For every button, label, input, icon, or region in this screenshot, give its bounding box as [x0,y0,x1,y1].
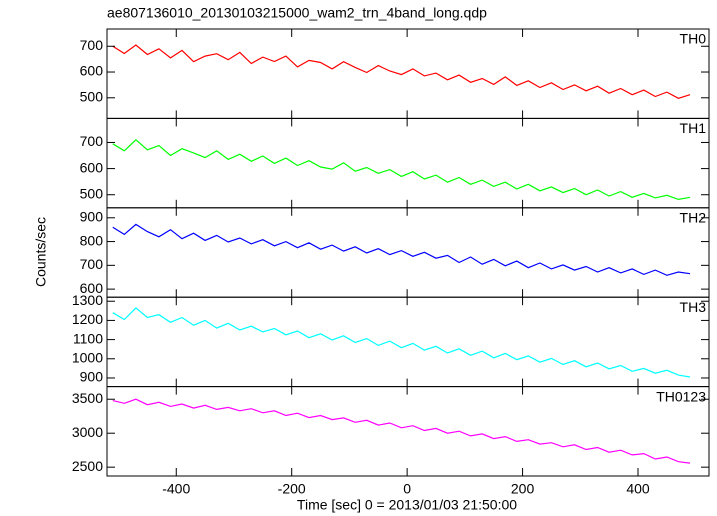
y-tick-label: 700 [80,256,104,272]
x-axis-label: Time [sec] 0 = 2013/01/03 21:50:00 [297,497,517,513]
panel-frame [106,207,710,298]
y-tick-label: 700 [80,133,104,149]
data-line [112,398,691,464]
y-tick-label: 3000 [72,424,103,440]
y-tick-label: 900 [80,208,104,224]
panel-label: TH0 [680,31,707,47]
panel-label: TH1 [680,120,707,136]
panel-label: TH3 [680,299,707,315]
panel-label: TH0123 [656,388,706,404]
x-tick-label: -400 [162,481,190,497]
y-tick-label: 2500 [72,458,103,474]
panel-frame [106,28,710,119]
data-line [112,44,691,99]
chart-title: ae807136010_20130103215000_wam2_trn_4ban… [107,5,487,21]
data-line [112,223,691,276]
panel-frame [106,296,710,388]
y-tick-label: 600 [80,159,104,175]
y-tick-label: 500 [80,185,104,201]
y-tick-label: 1200 [72,311,103,327]
panel-frame [106,386,710,477]
y-tick-label: 1100 [73,330,103,346]
x-tick-label: 0 [403,481,411,497]
x-tick-label: 200 [511,481,535,497]
y-tick-label: 500 [80,88,104,104]
data-line [112,307,691,378]
data-line [112,138,691,201]
y-tick-label: 900 [80,369,104,385]
y-tick-label: 800 [80,232,104,248]
x-tick-label: -200 [278,481,306,497]
x-tick-label: 400 [626,481,650,497]
panel-frame [106,117,710,209]
y-axis-label: Counts/sec [33,217,49,287]
y-tick-label: 1300 [72,292,103,308]
y-tick-label: 600 [80,63,104,79]
y-tick-label: 700 [80,37,104,53]
panel-label: TH2 [680,210,707,226]
y-tick-label: 3500 [72,390,103,406]
y-tick-label: 600 [80,280,104,296]
y-tick-label: 1000 [72,349,103,365]
